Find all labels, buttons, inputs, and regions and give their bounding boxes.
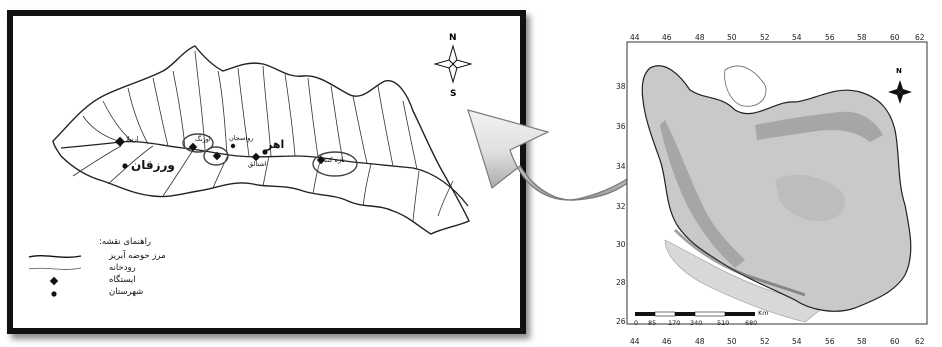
terrain-texture [660, 111, 883, 268]
scale-bar [635, 311, 755, 317]
label-station-5: ارنیلا [126, 135, 139, 143]
label-station-2: رواسجان [229, 134, 253, 142]
scale-label: 0 [634, 319, 639, 327]
city-marker-ahar [262, 149, 268, 155]
tick-left: 32 [616, 202, 626, 211]
legend-symbols [28, 255, 82, 297]
tick-left: 26 [616, 317, 626, 326]
tick-bottom: 46 [662, 337, 672, 346]
tick-bottom: 44 [630, 337, 640, 346]
tick-top: 56 [825, 33, 835, 42]
city-marker [230, 143, 236, 149]
label-station-3: اشتالق [248, 160, 267, 168]
station-circle [312, 151, 358, 177]
compass-south-label: S [450, 89, 456, 99]
station-markers [115, 136, 326, 165]
station-marker [115, 136, 125, 147]
basin-map-svg: N S اهر ورزقان اورنگ رواسجان اشتالق تازه… [52, 33, 473, 235]
legend-city-symbol [51, 291, 57, 297]
legend-river-symbol [28, 267, 82, 270]
basin-map-frame: N S اهر ورزقان اورنگ رواسجان اشتالق تازه… [7, 10, 526, 334]
tick-top: 54 [792, 33, 802, 42]
label-ahar: اهر [265, 138, 284, 151]
tick-bottom: 48 [695, 337, 705, 346]
legend-item-city: شهرستان [109, 287, 144, 297]
tick-top: 44 [630, 33, 640, 42]
compass-rose [433, 44, 473, 84]
tick-left: 36 [616, 122, 626, 131]
tick-bottom: 50 [727, 337, 737, 346]
legend-item-station: ایستگاه [109, 275, 136, 285]
scale-label: 510 [717, 319, 730, 327]
southern-coast [673, 228, 806, 297]
legend-boundary-symbol [28, 255, 82, 258]
compass-rose-right [888, 80, 912, 104]
tick-left: 30 [616, 240, 626, 249]
tick-top: 52 [760, 33, 770, 42]
scale-label: 340 [690, 319, 703, 327]
tick-top: 62 [915, 33, 925, 42]
tick-bottom: 58 [857, 337, 867, 346]
tick-bottom: 62 [915, 337, 925, 346]
label-varzeqan: ورزقان [131, 158, 175, 173]
scale-label: 170 [668, 319, 681, 327]
scale-unit: Km [758, 309, 769, 317]
tick-bottom: 60 [890, 337, 900, 346]
scale-label: 680 [745, 319, 758, 327]
legend-item-basin-boundary: مرز حوضه آبریز [109, 251, 166, 261]
basin-boundary [52, 45, 470, 235]
legend-station-symbol [49, 276, 59, 286]
compass-north-label-right: N [896, 67, 902, 75]
tick-left: 28 [616, 278, 626, 287]
scale-label: 85 [648, 319, 657, 327]
station-marker [316, 155, 326, 165]
station-circle [182, 133, 214, 153]
tick-bottom: 54 [792, 337, 802, 346]
main-river [60, 140, 469, 207]
tick-bottom: 52 [760, 337, 770, 346]
tick-top: 58 [857, 33, 867, 42]
tick-top: 48 [695, 33, 705, 42]
station-circle [203, 146, 229, 166]
city-marker-varzeqan [122, 163, 128, 169]
iran-map-svg: N [626, 41, 928, 325]
legend-item-river: رودخانه [109, 263, 136, 273]
tick-left: 38 [616, 82, 626, 91]
tick-left: 34 [616, 162, 626, 171]
compass-north-label: N [449, 33, 457, 43]
tick-top: 46 [662, 33, 672, 42]
caspian-sea [724, 65, 767, 107]
label-station-1: اورنگ [195, 135, 211, 143]
label-station-4: تازه کند [324, 156, 345, 164]
iran-map: N 44 46 48 50 52 54 56 58 60 62 38 36 34… [605, 30, 935, 347]
tick-top: 50 [727, 33, 737, 42]
tick-top: 60 [890, 33, 900, 42]
legend-title: راهنمای نقشه: [99, 237, 152, 247]
tick-bottom: 56 [825, 337, 835, 346]
station-marker [212, 151, 222, 161]
station-marker [251, 152, 261, 162]
station-marker [188, 142, 198, 152]
